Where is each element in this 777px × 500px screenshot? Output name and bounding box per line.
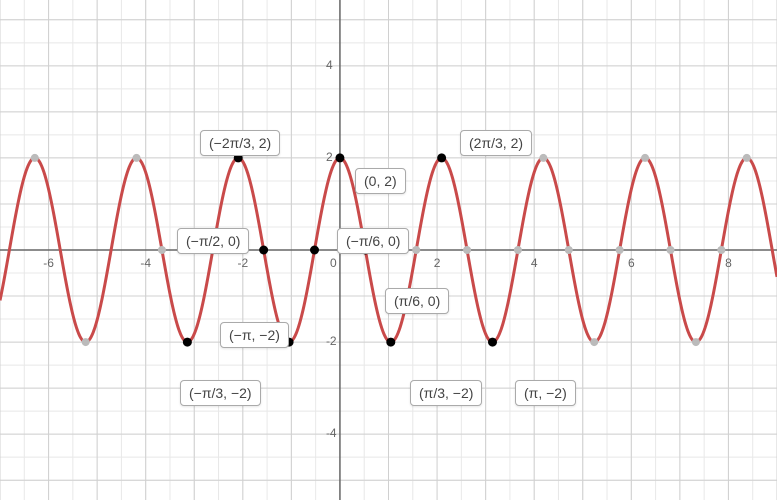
y-tick-label: -4 <box>326 426 337 440</box>
x-tick-label: 2 <box>434 256 441 270</box>
x-tick-label: 6 <box>628 256 635 270</box>
label-2pi3-2: (2π/3, 2) <box>460 130 532 156</box>
label-neg2pi3-2: (−2π/3, 2) <box>200 130 280 156</box>
label-negpi6-0: (−π/6, 0) <box>337 228 409 254</box>
y-tick-label: -2 <box>326 334 337 348</box>
y-tick-label: 2 <box>326 150 333 164</box>
label-negpi-neg2: (−π, −2) <box>220 322 289 348</box>
x-tick-label: -4 <box>140 256 151 270</box>
x-tick-label: 8 <box>725 256 732 270</box>
label-pi-neg2: (π, −2) <box>515 380 576 406</box>
label-0-2: (0, 2) <box>355 168 406 194</box>
x-tick-label: 4 <box>531 256 538 270</box>
label-negpi3-neg2: (−π/3, −2) <box>180 380 261 406</box>
graph-container: -6 -4 -2 2 4 6 8 -4 -2 2 4 0 (−2π/3, 2) (2π/3, 2) (0, … <box>0 0 777 500</box>
x-tick-label: -2 <box>237 256 248 270</box>
label-pi3-neg2: (π/3, −2) <box>410 380 482 406</box>
y-tick-label: 4 <box>326 58 333 72</box>
x-tick-label: -6 <box>43 256 54 270</box>
origin-label: 0 <box>330 256 337 270</box>
label-pi6-0: (π/6, 0) <box>385 288 449 314</box>
label-negpi2-0: (−π/2, 0) <box>177 228 249 254</box>
